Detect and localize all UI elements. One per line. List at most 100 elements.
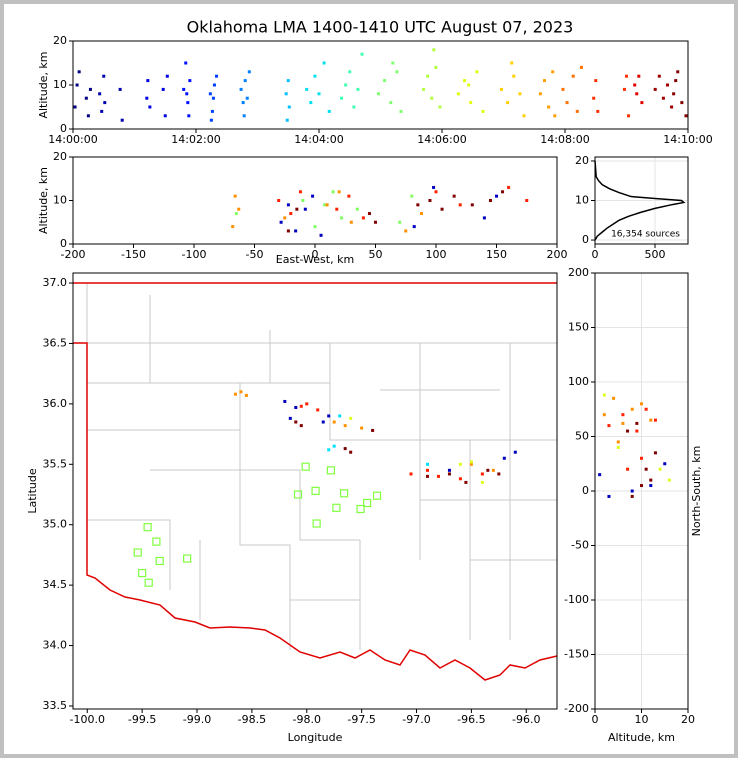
y-tick-label: 150 <box>568 321 589 334</box>
source-point <box>470 203 474 207</box>
station <box>143 523 152 532</box>
source-point <box>283 399 287 403</box>
source-point <box>635 92 639 96</box>
source-point <box>497 472 501 476</box>
source-point <box>499 87 503 91</box>
source-point <box>525 199 529 202</box>
source-point <box>398 220 402 224</box>
source-point <box>518 92 522 96</box>
station <box>155 556 164 566</box>
y-tick-label: 20 <box>575 154 589 167</box>
y-tick-label: 100 <box>568 375 589 388</box>
source-point <box>495 194 498 198</box>
source-point <box>245 96 249 100</box>
source-point <box>212 83 216 87</box>
station <box>332 503 341 512</box>
source-point <box>482 216 486 220</box>
source-point <box>331 190 335 194</box>
source-point <box>440 207 444 211</box>
source-point <box>637 74 641 78</box>
y-tick-label: 10 <box>53 78 67 91</box>
source-point <box>327 448 331 452</box>
source-point <box>538 92 542 96</box>
source-point <box>594 79 598 83</box>
source-point <box>447 472 451 476</box>
source-point <box>649 418 653 422</box>
x-tick-label: 0 <box>592 713 599 726</box>
plot-frame <box>72 40 689 130</box>
source-point <box>447 468 451 472</box>
source-point <box>102 74 106 78</box>
source-point <box>430 96 434 100</box>
y-axis-label: Altitude, km <box>37 51 50 118</box>
source-point <box>575 109 579 113</box>
x-tick-label: 50 <box>369 248 383 261</box>
source-point <box>182 87 186 91</box>
source-point <box>295 207 299 211</box>
source-point <box>285 118 289 122</box>
x-tick-label: 14:04:00 <box>294 133 343 146</box>
source-point <box>658 467 662 471</box>
source-point <box>592 96 596 100</box>
source-point <box>294 420 298 424</box>
source-point <box>391 61 395 65</box>
source-point <box>361 216 365 220</box>
station <box>152 537 161 546</box>
source-point <box>287 105 291 109</box>
source-point <box>551 70 555 74</box>
source-point <box>289 212 293 216</box>
y-tick-label: 0 <box>60 237 67 250</box>
x-tick-label: -150 <box>121 248 146 261</box>
y-axis-label: North-South, km <box>690 446 703 537</box>
source-point <box>395 70 399 74</box>
source-point <box>507 185 511 189</box>
source-point <box>239 390 243 394</box>
source-point <box>303 207 307 211</box>
source-point <box>640 484 643 488</box>
x-tick-label: -96.0 <box>512 713 540 726</box>
source-point <box>635 421 639 425</box>
source-point <box>565 101 569 105</box>
source-point <box>148 105 152 109</box>
source-point <box>640 456 643 460</box>
source-point <box>621 413 625 417</box>
x-tick-label: -200 <box>61 248 86 261</box>
source-point <box>234 212 238 216</box>
source-point <box>211 96 215 100</box>
source-point <box>480 480 484 484</box>
source-point <box>434 65 438 69</box>
y-tick-label: 35.0 <box>43 518 68 531</box>
plot-frame <box>594 156 689 245</box>
source-point <box>469 460 473 464</box>
source-point <box>389 101 393 105</box>
y-tick-label: 0 <box>582 484 589 497</box>
source-point <box>75 83 79 87</box>
source-point <box>425 462 429 466</box>
x-axis-label: Longitude <box>288 731 343 744</box>
source-point <box>317 92 321 96</box>
source-point <box>185 92 189 96</box>
source-point <box>428 199 432 202</box>
source-point <box>676 70 680 74</box>
y-tick-label: 33.5 <box>43 699 68 712</box>
source-point <box>299 404 303 408</box>
source-point <box>622 87 626 91</box>
source-point <box>633 83 637 87</box>
source-point <box>512 74 516 78</box>
source-point <box>374 220 377 224</box>
source-point <box>644 467 648 471</box>
source-point <box>630 407 634 411</box>
x-tick-label: -50 <box>246 248 264 261</box>
source-point <box>670 105 674 109</box>
source-point <box>621 421 625 425</box>
source-point <box>371 428 375 432</box>
source-point <box>188 79 192 83</box>
station <box>301 462 310 471</box>
source-point <box>309 101 313 105</box>
x-tick-label: 14:02:00 <box>171 133 220 146</box>
source-point <box>663 462 667 466</box>
source-point <box>165 74 169 78</box>
source-point <box>419 212 423 216</box>
source-point <box>625 74 628 78</box>
